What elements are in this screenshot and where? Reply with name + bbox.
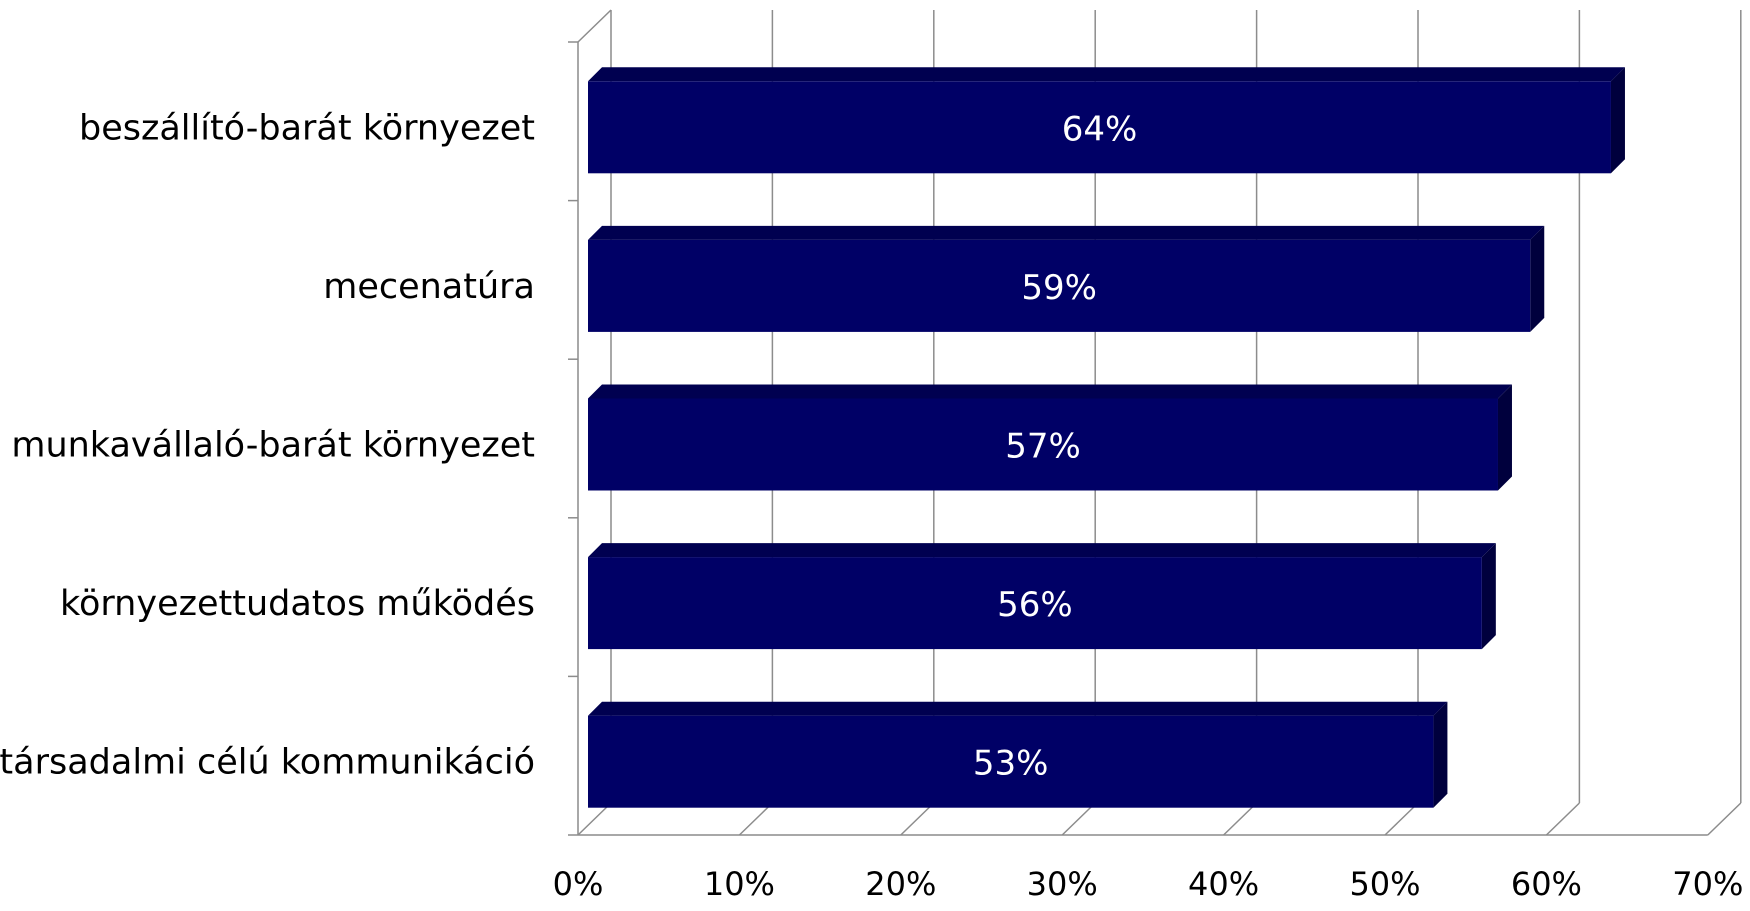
floor-line-50	[1384, 802, 1419, 836]
category-label-1: mecenatúra	[323, 267, 535, 307]
bars: 64% 59% 57% 56% 53%	[588, 67, 1625, 808]
floor-line-30	[1061, 802, 1096, 836]
x-tick-label-20: 20%	[865, 865, 936, 903]
x-tick-label-40: 40%	[1188, 865, 1259, 903]
data-label-3: 56%	[997, 585, 1073, 625]
data-label-2: 57%	[1005, 427, 1081, 467]
axes	[568, 41, 1708, 836]
bar-front-face	[588, 398, 1498, 491]
x-tick-label-70: 70%	[1672, 865, 1743, 903]
floor-line-10	[738, 802, 773, 836]
bar-2: 57%	[588, 384, 1512, 491]
side-wall-top-edge	[577, 9, 612, 43]
category-labels: beszállító-barát környezet mecenatúra munk…	[0, 108, 535, 782]
floor-line-40	[1223, 802, 1258, 836]
bar-4: 53%	[588, 701, 1448, 808]
bar-side-face	[1530, 225, 1545, 332]
bar-front-face	[588, 239, 1531, 332]
bar-side-face	[1497, 384, 1512, 491]
bar-side-face	[1433, 701, 1448, 808]
bar-top-face	[588, 225, 1545, 240]
bar-0: 64%	[588, 67, 1625, 174]
x-tick-label-0: 0%	[553, 865, 604, 903]
data-label-1: 59%	[1021, 268, 1097, 308]
bar-3: 56%	[588, 543, 1496, 650]
bar-top-face	[588, 384, 1512, 399]
floor-line-0	[577, 802, 612, 836]
category-label-0: beszállító-barát környezet	[79, 108, 535, 148]
category-label-4: társadalmi célú kommunikáció	[0, 743, 535, 783]
category-label-3: környezettudatos működés	[60, 584, 535, 624]
floor-line-60	[1545, 802, 1580, 836]
bar-front-face	[588, 715, 1434, 808]
data-label-0: 64%	[1062, 109, 1138, 149]
bar-side-face	[1610, 67, 1625, 174]
floor-line-20	[900, 802, 935, 836]
bar-top-face	[588, 701, 1448, 716]
data-label-4: 53%	[973, 744, 1049, 784]
x-tick-label-60: 60%	[1511, 865, 1582, 903]
bar-top-face	[588, 67, 1625, 82]
floor-line-70	[1707, 802, 1742, 836]
bar-side-face	[1481, 543, 1496, 650]
bar-top-face	[588, 543, 1496, 558]
category-label-2: munkavállaló-barát környezet	[11, 426, 535, 466]
bar-front-face	[588, 557, 1482, 650]
bar-1: 59%	[588, 225, 1545, 332]
x-tick-label-30: 30%	[1027, 865, 1098, 903]
bar-front-face	[588, 81, 1611, 174]
x-tick-labels: 0% 10% 20% 30% 40% 50% 60% 70%	[553, 865, 1744, 903]
x-tick-label-50: 50%	[1349, 865, 1420, 903]
x-tick-label-10: 10%	[704, 865, 775, 903]
